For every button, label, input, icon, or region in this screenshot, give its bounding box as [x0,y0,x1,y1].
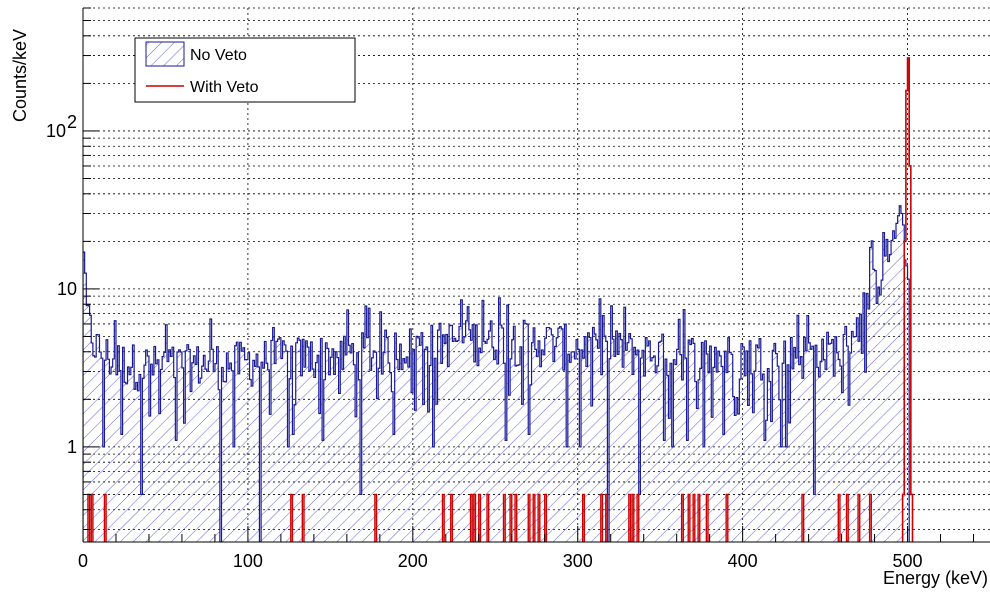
series-with-veto-bar [837,493,841,542]
series-with-veto-bar [705,493,709,542]
series-with-veto-bar [478,493,482,542]
legend: No Veto With Veto [134,37,356,103]
y-tick-label: 10 [46,121,66,141]
y-tick-label: 1 [67,437,77,457]
series-with-veto-bar [801,493,805,542]
series-with-veto-bar [631,493,635,542]
legend-label-no-veto: No Veto [190,47,247,64]
series-with-veto-bar [486,493,490,542]
series-with-veto-bar [473,493,477,542]
x-axis-title: Energy (keV) [883,568,988,588]
series-with-veto-bar [636,493,640,542]
series-with-veto-bar [581,493,586,542]
y-axis-title: Counts/keV [10,29,30,122]
series-with-veto-bar [532,493,536,542]
series-with-veto-bar [301,493,305,542]
series-with-veto-bar [527,493,531,542]
series-no-veto-line [83,205,910,542]
series-with-veto-bar [537,493,541,542]
y-tick-label: 10 [57,279,77,299]
series-with-veto-bar [450,493,454,542]
series-with-veto-bar [845,493,849,542]
y-tick-exponent: 2 [67,112,77,132]
x-tick-label: 0 [78,551,88,571]
series-with-veto-bar [697,493,701,542]
legend-swatch-no-veto [145,41,185,67]
legend-label-with-veto: With Veto [190,79,259,96]
series-with-veto-bar [502,493,506,542]
series-with-veto-bar [692,493,696,542]
series-with-veto-peak [901,57,914,542]
series-with-veto-bar [600,493,604,542]
series-with-veto-bar [605,493,609,542]
series-with-veto-bar [290,493,294,542]
axes [82,7,990,543]
x-tick-label: 100 [233,551,263,571]
series-with-veto-bar [374,493,378,542]
series-with-veto-bar [687,493,691,542]
plot-area [83,57,914,542]
series-with-veto-bar [680,493,684,542]
x-tick-label: 500 [893,551,923,571]
series-with-veto-bar [509,493,513,542]
series-with-veto-bar [868,493,872,542]
series-with-veto-bar [514,493,518,542]
x-tick-label: 400 [728,551,758,571]
series-no-veto-fill [83,205,910,542]
series-with-veto-bar [725,493,729,542]
series-with-veto-bar [857,493,861,542]
series-with-veto-bar [628,493,632,542]
series-with-veto-bar [90,493,94,542]
series-with-veto-bar [469,493,473,542]
series-with-veto-bar [544,493,548,542]
x-tick-label: 300 [563,551,593,571]
series-with-veto-bar [103,493,107,542]
series-with-veto-bar [441,493,445,542]
x-tick-label: 200 [398,551,428,571]
